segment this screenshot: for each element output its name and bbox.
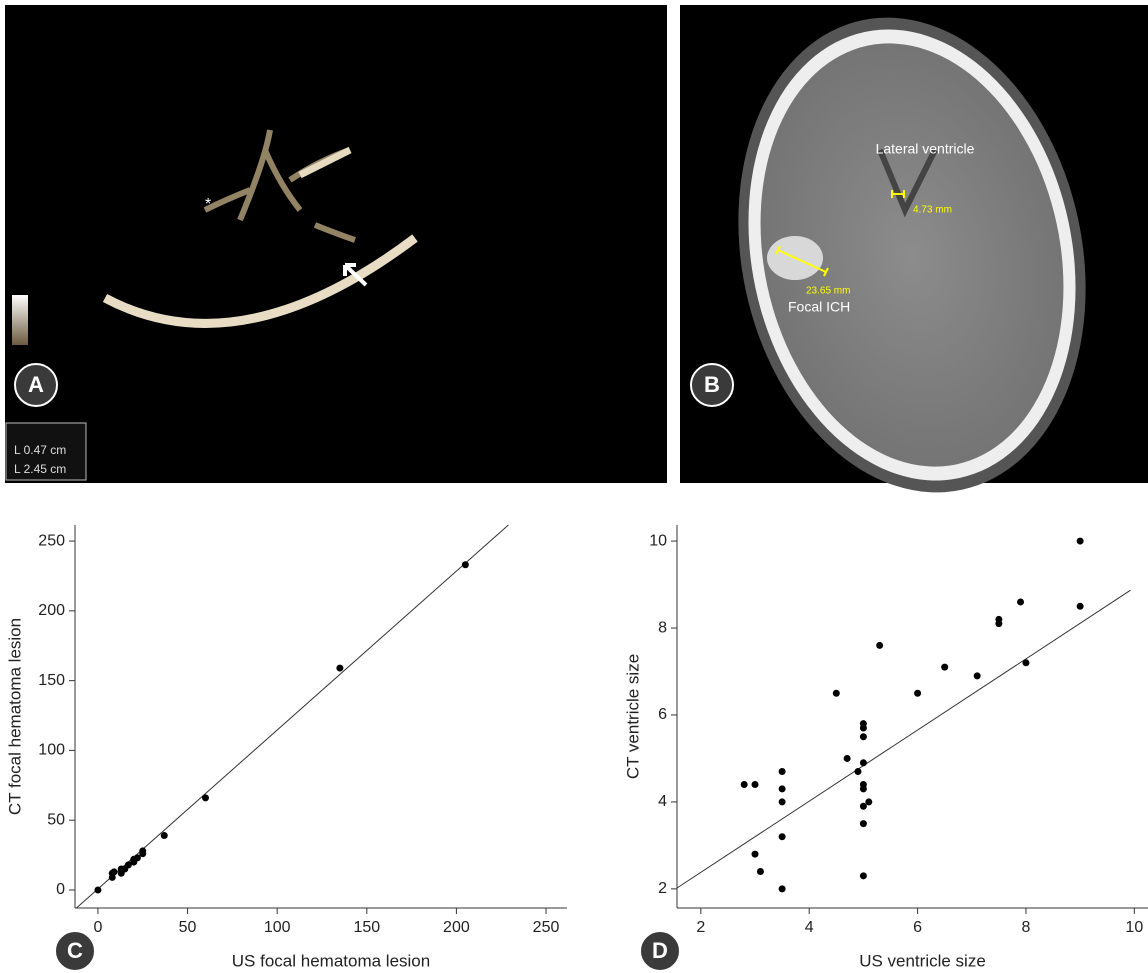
y-tick-label: 200: [38, 602, 65, 619]
annotation: Focal ICH: [788, 299, 850, 315]
y-tick-label: 0: [56, 881, 65, 898]
x-tick-label: 2: [696, 919, 705, 936]
point: [860, 872, 867, 879]
point: [752, 781, 759, 788]
x-axis-label: US ventricle size: [859, 951, 986, 970]
point: [336, 665, 343, 672]
point: [94, 886, 101, 893]
panel-label: C: [67, 938, 83, 963]
point: [779, 885, 786, 892]
annotation: 23.65 mm: [806, 286, 850, 297]
point: [139, 847, 146, 854]
point: [202, 794, 209, 801]
trend-line: [677, 590, 1131, 888]
point: [860, 725, 867, 732]
point: [844, 755, 851, 762]
point: [1077, 538, 1084, 545]
point: [1022, 659, 1029, 666]
x-tick-label: 250: [533, 919, 560, 936]
point: [741, 781, 748, 788]
x-tick-label: 200: [443, 919, 470, 936]
panel-label: B: [704, 372, 720, 397]
point: [941, 664, 948, 671]
annotation: Lateral ventricle: [876, 141, 975, 157]
panel-label: D: [652, 938, 668, 963]
marker: *: [205, 196, 211, 213]
point: [1077, 603, 1084, 610]
x-tick-label: 0: [93, 919, 102, 936]
point: [860, 803, 867, 810]
panel-b: Lateral ventricle 4.73 mm 23.65 mm Focal…: [680, 0, 1148, 525]
y-tick-label: 8: [658, 619, 667, 636]
y-tick-label: 6: [658, 706, 667, 723]
y-tick-label: 100: [38, 742, 65, 759]
point: [779, 785, 786, 792]
y-tick-label: 10: [649, 532, 667, 549]
point: [860, 785, 867, 792]
point: [111, 868, 118, 875]
point: [854, 768, 861, 775]
measurement: L 2.45 cm: [14, 462, 66, 476]
x-tick-label: 4: [805, 919, 814, 936]
page: {"panels": { "A": {"label": "A", "marker…: [0, 0, 1148, 973]
x-axis-label: US focal hematoma lesion: [232, 951, 430, 970]
x-tick-label: 50: [179, 919, 197, 936]
point: [833, 690, 840, 697]
y-axis-label: CT ventricle size: [623, 654, 642, 779]
point: [865, 798, 872, 805]
x-tick-label: 8: [1022, 919, 1031, 936]
y-axis-label: CT focal hematoma lesion: [5, 618, 24, 815]
measurement: L 0.47 cm: [14, 443, 66, 457]
y-tick-label: 2: [658, 880, 667, 897]
x-tick-label: 100: [264, 919, 291, 936]
figure: * L 0.47 cm L 2.45 cm A Lateral ventricl…: [0, 0, 1148, 973]
point: [161, 832, 168, 839]
point: [995, 620, 1002, 627]
point: [757, 868, 764, 875]
x-tick-label: 150: [353, 919, 380, 936]
panel-label: A: [28, 372, 44, 397]
x-tick-label: 6: [913, 919, 922, 936]
us-image: [5, 5, 667, 483]
x-tick-label: 10: [1125, 919, 1143, 936]
point: [462, 561, 469, 568]
point: [876, 642, 883, 649]
point: [752, 851, 759, 858]
point: [860, 733, 867, 740]
point: [779, 798, 786, 805]
panel-a: * L 0.47 cm L 2.45 cm A: [5, 5, 667, 483]
point: [914, 690, 921, 697]
y-tick-label: 50: [47, 811, 65, 828]
point: [779, 768, 786, 775]
gray-scale-bar: [12, 295, 28, 345]
annotation: 4.73 mm: [913, 205, 952, 216]
point: [860, 759, 867, 766]
point: [1017, 598, 1024, 605]
y-tick-label: 4: [658, 793, 667, 810]
point: [974, 672, 981, 679]
y-tick-label: 250: [38, 532, 65, 549]
point: [779, 833, 786, 840]
y-tick-label: 150: [38, 672, 65, 689]
point: [860, 820, 867, 827]
